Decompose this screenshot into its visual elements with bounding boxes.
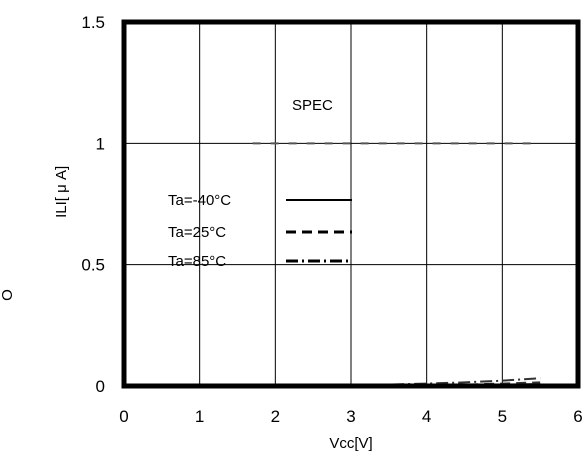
legend-label: Ta=85°C — [168, 253, 226, 270]
x-tick-labels: 0 1 2 3 4 5 6 — [119, 407, 582, 426]
y-tick-labels: 0 0.5 1 1.5 — [81, 13, 105, 396]
y-axis-label: ILI[ μ A] — [53, 166, 70, 218]
y-tick-label: 1 — [96, 134, 105, 153]
y-tick-label: 1.5 — [81, 13, 105, 32]
y-tick-label: 0 — [96, 377, 105, 396]
legend: Ta=-40°C Ta=25°C Ta=85°C — [168, 192, 352, 270]
x-tick-label: 6 — [573, 407, 582, 426]
x-tick-label: 4 — [422, 407, 431, 426]
x-tick-label: 2 — [271, 407, 280, 426]
grid-lines — [124, 22, 578, 386]
spec-label: SPEC — [292, 97, 333, 114]
x-tick-label: 3 — [346, 407, 355, 426]
legend-label: Ta=25°C — [168, 224, 226, 241]
y-tick-label: 0.5 — [81, 256, 105, 275]
legend-label: Ta=-40°C — [168, 192, 231, 209]
x-tick-label: 5 — [498, 407, 507, 426]
plot-frame — [121, 19, 581, 389]
x-tick-label: 1 — [195, 407, 204, 426]
spec-layer: SPEC — [252, 97, 541, 145]
x-tick-label: 0 — [119, 407, 128, 426]
side-label: O — [0, 289, 16, 301]
x-axis-label: Vcc[V] — [329, 435, 372, 452]
